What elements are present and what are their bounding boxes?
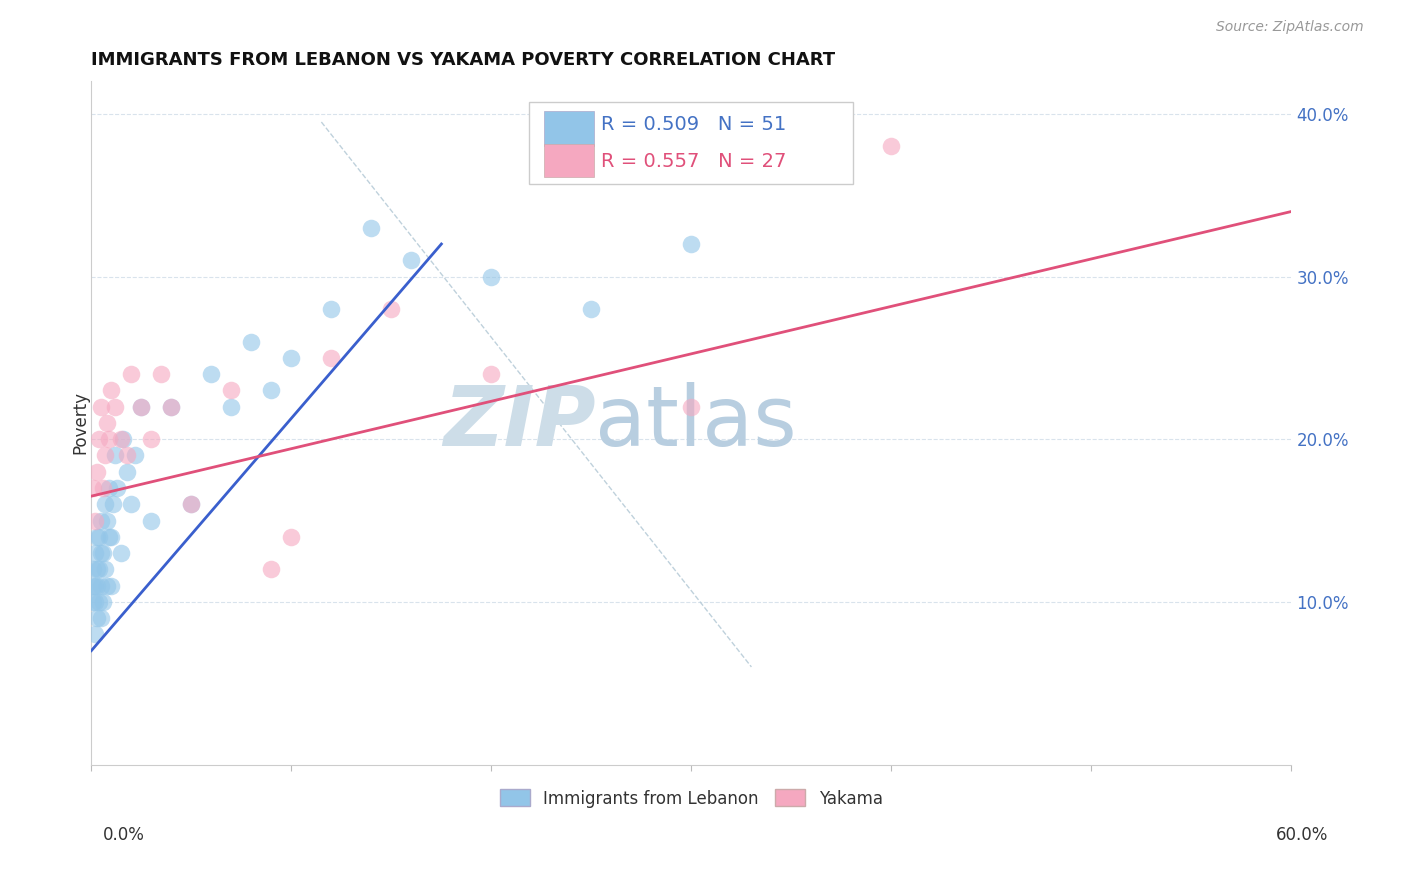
Point xyxy=(110,546,132,560)
Point xyxy=(260,562,283,576)
Point xyxy=(82,481,104,495)
Point xyxy=(321,351,343,365)
Point xyxy=(103,497,125,511)
Point xyxy=(84,514,107,528)
Point xyxy=(86,611,108,625)
Text: IMMIGRANTS FROM LEBANON VS YAKAMA POVERTY CORRELATION CHART: IMMIGRANTS FROM LEBANON VS YAKAMA POVERT… xyxy=(91,51,835,69)
Text: 60.0%: 60.0% xyxy=(1277,826,1329,844)
Text: R = 0.557   N = 27: R = 0.557 N = 27 xyxy=(602,152,787,170)
Point xyxy=(82,578,104,592)
Point xyxy=(117,449,139,463)
Point xyxy=(84,546,107,560)
Point xyxy=(94,497,117,511)
Point xyxy=(110,432,132,446)
Point xyxy=(84,578,107,592)
Text: atlas: atlas xyxy=(595,383,797,464)
Point xyxy=(89,595,111,609)
Text: 0.0%: 0.0% xyxy=(103,826,145,844)
Point xyxy=(321,301,343,316)
Point xyxy=(82,562,104,576)
Point xyxy=(98,432,121,446)
Point xyxy=(221,400,243,414)
Point xyxy=(180,497,202,511)
FancyBboxPatch shape xyxy=(544,111,595,146)
Point xyxy=(98,481,121,495)
Point xyxy=(141,514,163,528)
Point xyxy=(82,595,104,609)
Point xyxy=(479,367,502,381)
Point xyxy=(260,384,283,398)
Y-axis label: Poverty: Poverty xyxy=(72,392,89,454)
Point xyxy=(240,334,263,349)
Point xyxy=(89,530,111,544)
Point xyxy=(90,546,112,560)
Point xyxy=(84,595,107,609)
Point xyxy=(280,351,302,365)
Point xyxy=(96,578,118,592)
Point xyxy=(86,465,108,479)
Point xyxy=(93,595,115,609)
Point xyxy=(89,562,111,576)
Point xyxy=(124,449,146,463)
FancyBboxPatch shape xyxy=(544,145,595,177)
Point xyxy=(160,400,183,414)
Text: ZIP: ZIP xyxy=(443,383,595,464)
Point xyxy=(880,139,903,153)
Point xyxy=(96,514,118,528)
Point xyxy=(681,400,703,414)
Point xyxy=(98,530,121,544)
Point xyxy=(90,400,112,414)
Point xyxy=(479,269,502,284)
Point xyxy=(94,449,117,463)
Point xyxy=(94,562,117,576)
Point xyxy=(117,465,139,479)
Point xyxy=(131,400,153,414)
Point xyxy=(221,384,243,398)
Point xyxy=(100,578,122,592)
Point xyxy=(360,220,382,235)
Point xyxy=(90,611,112,625)
Point xyxy=(200,367,222,381)
Point xyxy=(380,301,402,316)
Point xyxy=(681,237,703,252)
Point xyxy=(89,432,111,446)
Point xyxy=(86,562,108,576)
Point xyxy=(100,384,122,398)
Point xyxy=(401,253,423,268)
Point xyxy=(141,432,163,446)
FancyBboxPatch shape xyxy=(530,102,853,184)
Point xyxy=(160,400,183,414)
Point xyxy=(84,627,107,641)
Point xyxy=(112,432,135,446)
Text: R = 0.509   N = 51: R = 0.509 N = 51 xyxy=(602,115,786,134)
Point xyxy=(93,481,115,495)
Point xyxy=(100,530,122,544)
Point xyxy=(180,497,202,511)
Point xyxy=(90,578,112,592)
Point xyxy=(280,530,302,544)
Point xyxy=(105,481,128,495)
Point xyxy=(93,546,115,560)
Point xyxy=(120,367,142,381)
Point xyxy=(96,416,118,430)
Point xyxy=(104,449,127,463)
Point xyxy=(150,367,173,381)
Point xyxy=(104,400,127,414)
Point xyxy=(581,301,603,316)
Point xyxy=(86,530,108,544)
Point xyxy=(90,514,112,528)
Point xyxy=(120,497,142,511)
Legend: Immigrants from Lebanon, Yakama: Immigrants from Lebanon, Yakama xyxy=(494,783,890,814)
Point xyxy=(131,400,153,414)
Point xyxy=(86,578,108,592)
Text: Source: ZipAtlas.com: Source: ZipAtlas.com xyxy=(1216,21,1364,34)
